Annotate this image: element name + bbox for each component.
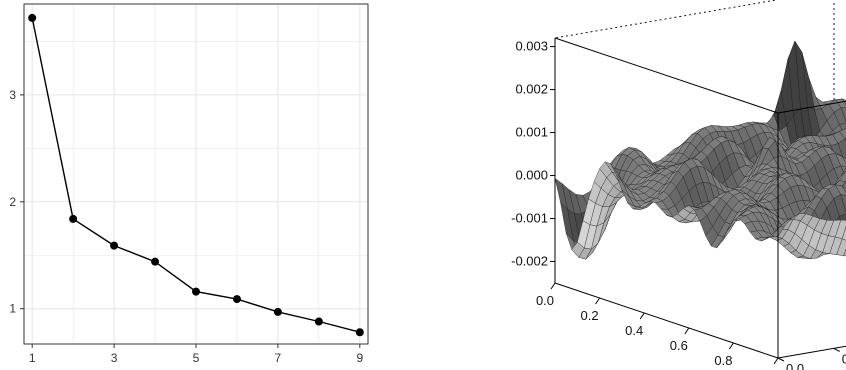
gridlines — [25, 5, 367, 343]
box-edge — [554, 37, 779, 114]
z-tick-label: -0.001 — [511, 211, 548, 226]
data-point — [232, 295, 241, 304]
x-tick-mark — [728, 342, 734, 350]
box-hidden-edge — [834, 0, 846, 65]
z-tick-label: 0.001 — [515, 125, 548, 140]
y-tick-label: 1 — [9, 302, 16, 316]
x-tick-mark — [773, 357, 779, 365]
surface-mesh — [554, 40, 846, 260]
x-axis: 1 3 5 7 9 — [29, 344, 363, 365]
scree-plot: 1 3 5 7 9 1 2 3 — [9, 3, 369, 365]
y-axis: 1 2 3 — [9, 88, 24, 316]
x-tick-label: 0.0 — [536, 293, 554, 308]
data-point — [28, 13, 37, 22]
z-tick-label: 0.002 — [515, 82, 548, 97]
box-edge — [777, 345, 846, 359]
data-point — [314, 317, 323, 326]
box-edge — [777, 100, 846, 114]
y-tick-label: 2 — [9, 195, 16, 209]
x-tick-mark — [684, 327, 690, 335]
data-point — [151, 257, 160, 266]
y-tick-mark — [777, 357, 785, 362]
y-tick-label: 0.0 — [786, 361, 804, 370]
data-point — [355, 328, 364, 337]
surface-axes: 0.00.20.40.60.81.00.00.20.40.60.81.00.00… — [511, 39, 846, 370]
x-tick-label: 0.6 — [670, 338, 688, 353]
x-tick-label: 0.8 — [714, 353, 732, 368]
data-point — [69, 214, 78, 223]
x-tick-mark — [595, 297, 601, 305]
series-points — [28, 13, 364, 337]
surface-facet — [772, 225, 786, 237]
x-tick-label: 1.0 — [759, 368, 777, 370]
surface-plot: 0.00.20.40.60.81.00.00.20.40.60.81.00.00… — [511, 0, 846, 370]
x-tick-mark — [639, 312, 645, 320]
x-tick-mark — [550, 282, 556, 290]
x-tick-label: 0.4 — [625, 323, 643, 338]
x-tick-label: 5 — [193, 351, 200, 365]
y-tick-mark — [833, 347, 841, 352]
x-tick-label: 1 — [29, 351, 36, 365]
data-point — [273, 307, 282, 316]
x-tick-label: 3 — [111, 351, 118, 365]
x-tick-label: 9 — [356, 351, 363, 365]
z-tick-label: 0.000 — [515, 168, 548, 183]
y-tick-label: 3 — [9, 88, 16, 102]
box-front-edges — [554, 37, 846, 359]
box-hidden-edge — [554, 0, 779, 39]
x-tick-label: 7 — [275, 351, 282, 365]
z-tick-label: -0.002 — [511, 254, 548, 269]
box-edge — [554, 282, 779, 359]
data-point — [192, 287, 200, 296]
y-tick-label: 0.2 — [842, 351, 846, 366]
data-point — [110, 241, 119, 250]
z-tick-label: 0.003 — [515, 39, 548, 54]
x-tick-label: 0.2 — [581, 308, 599, 323]
